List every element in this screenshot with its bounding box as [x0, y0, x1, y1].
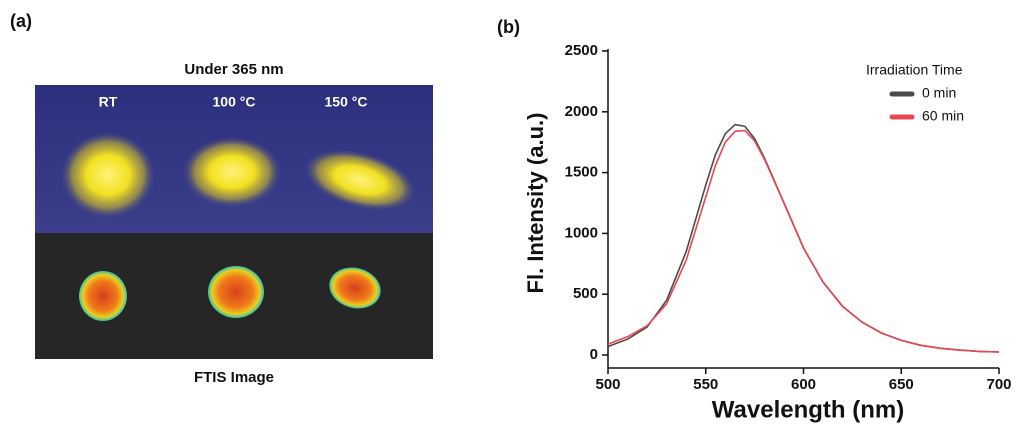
panel-label: (b): [497, 17, 520, 37]
legend-title: Irradiation Time: [866, 62, 963, 78]
y-tick-label: 2500: [565, 42, 598, 59]
sample-heat: [79, 271, 127, 321]
x-tick-label: 700: [986, 376, 1011, 393]
legend-label: 0 min: [922, 85, 956, 101]
y-tick-label: 1500: [565, 164, 598, 181]
series-line: [607, 123, 1000, 353]
y-tick-label: 1000: [565, 224, 598, 241]
x-tick-label: 550: [693, 376, 718, 393]
sample-heat: [208, 266, 264, 318]
panel-title: Under 365 nm: [184, 61, 283, 78]
x-tick-label: 600: [791, 376, 816, 393]
panel-caption: FTIS Image: [194, 369, 274, 386]
x-tick-label: 500: [595, 376, 620, 393]
sample-glow: [60, 131, 156, 219]
legend-label: 60 min: [922, 108, 964, 124]
y-axis-label: Fl. Intensity (a.u.): [523, 113, 548, 294]
sample-glow: [303, 149, 417, 211]
y-tick-label: 0: [590, 346, 598, 363]
y-tick-label: 500: [573, 285, 598, 302]
column-label: RT: [99, 94, 118, 110]
panel-label: (a): [10, 11, 32, 31]
y-tick-label: 2000: [565, 103, 598, 120]
sample-glow: [182, 136, 282, 208]
x-axis-label: Wavelength (nm): [712, 396, 904, 423]
column-label: 100 °C: [213, 94, 256, 110]
series-line: [607, 129, 1000, 353]
column-label: 150 °C: [325, 94, 368, 110]
sample-heat: [329, 267, 381, 309]
x-tick-label: 650: [889, 376, 914, 393]
